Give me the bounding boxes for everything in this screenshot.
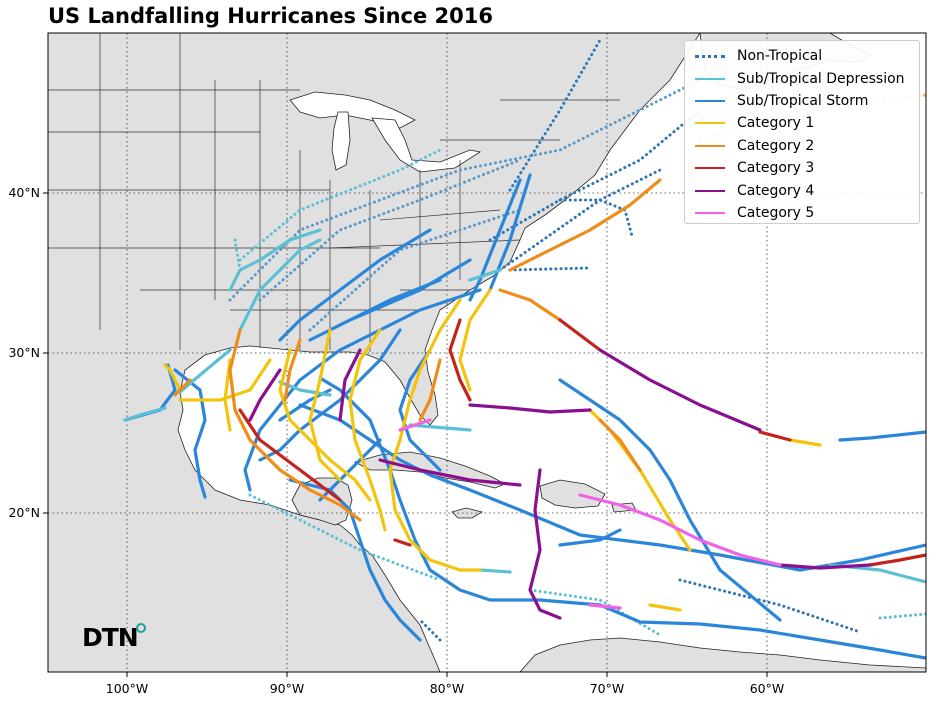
y-axis [43, 192, 48, 514]
land-hispaniola [539, 479, 606, 509]
legend-swatch [695, 211, 725, 214]
legend: Non-Tropical Sub/Tropical Depression Sub/T… [684, 40, 920, 224]
legend-swatch [695, 77, 725, 80]
lake-huron-erie [371, 117, 482, 173]
legend-swatch [695, 99, 725, 102]
tracks-cat5 [398, 418, 782, 610]
tracks-storm [123, 173, 926, 660]
legend-item: Sub/Tropical Depression [691, 67, 913, 89]
legend-item: Sub/Tropical Storm [691, 90, 913, 112]
legend-swatch [695, 144, 725, 147]
legend-label: Category 1 [737, 115, 815, 132]
x-tick-label: 100°W [106, 681, 148, 696]
legend-swatch [695, 54, 725, 58]
x-axis [126, 672, 768, 677]
x-tick-label: 80°W [430, 681, 465, 696]
legend-label: Sub/Tropical Storm [737, 92, 869, 109]
legend-label: Category 3 [737, 160, 815, 177]
legend-label: Non-Tropical [737, 48, 823, 65]
legend-label: Sub/Tropical Depression [737, 70, 905, 87]
legend-item: Category 3 [691, 157, 913, 179]
legend-item: Category 5 [691, 202, 913, 224]
dtn-logo-dot [136, 623, 146, 633]
legend-item: Category 4 [691, 179, 913, 201]
legend-item: Non-Tropical [691, 45, 913, 67]
state-borders [48, 33, 620, 352]
legend-label: Category 2 [737, 137, 815, 154]
legend-label: Category 5 [737, 204, 815, 221]
y-tick-label: 30°N [8, 345, 40, 360]
legend-swatch [695, 167, 725, 170]
x-tick-label: 90°W [270, 681, 305, 696]
legend-item: Category 1 [691, 112, 913, 134]
y-tick-label: 20°N [8, 505, 40, 520]
legend-swatch [695, 122, 725, 125]
x-tick-label: 60°W [750, 681, 785, 696]
legend-item: Category 2 [691, 135, 913, 157]
y-tick-label: 40°N [8, 185, 40, 200]
x-tick-label: 70°W [590, 681, 625, 696]
tracks-cat3 [238, 318, 926, 567]
lake-michigan [331, 111, 351, 171]
dtn-logo: DTN [82, 623, 139, 652]
land-south-america [519, 637, 926, 672]
tracks-cat4 [248, 348, 872, 620]
chart-title: US Landfalling Hurricanes Since 2016 [48, 4, 493, 28]
legend-label: Category 4 [737, 182, 815, 199]
tracks-cat2 [173, 178, 662, 522]
legend-swatch [695, 189, 725, 192]
